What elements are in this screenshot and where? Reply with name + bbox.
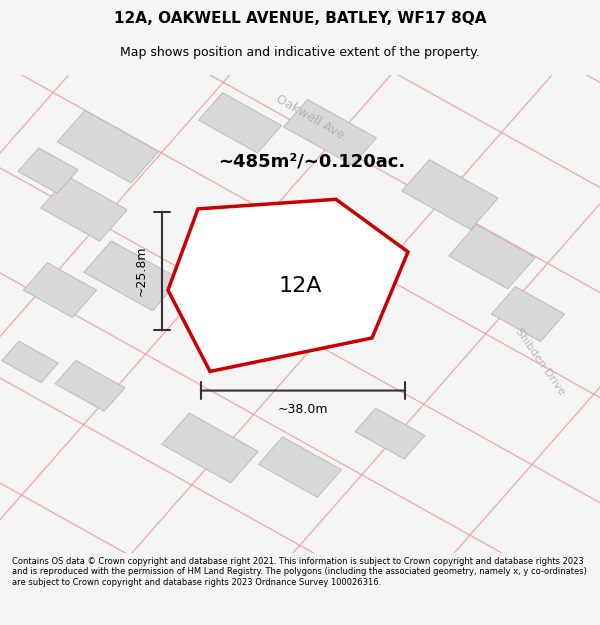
Polygon shape: [58, 111, 158, 183]
Polygon shape: [84, 241, 180, 311]
Polygon shape: [355, 408, 425, 459]
Text: ~485m²/~0.120ac.: ~485m²/~0.120ac.: [218, 152, 406, 170]
Polygon shape: [199, 92, 281, 153]
Polygon shape: [162, 413, 258, 482]
Polygon shape: [449, 224, 535, 289]
Polygon shape: [259, 437, 341, 498]
Polygon shape: [284, 99, 376, 165]
Polygon shape: [168, 199, 408, 371]
Polygon shape: [491, 287, 565, 341]
Text: 12A, OAKWELL AVENUE, BATLEY, WF17 8QA: 12A, OAKWELL AVENUE, BATLEY, WF17 8QA: [114, 11, 486, 26]
Text: Map shows position and indicative extent of the property.: Map shows position and indicative extent…: [120, 46, 480, 59]
Text: Contains OS data © Crown copyright and database right 2021. This information is : Contains OS data © Crown copyright and d…: [12, 557, 587, 586]
Polygon shape: [402, 159, 498, 229]
Polygon shape: [55, 361, 125, 411]
Polygon shape: [23, 262, 97, 318]
Text: ~25.8m: ~25.8m: [134, 246, 148, 296]
Text: Shibden Drive: Shibden Drive: [514, 327, 566, 397]
Polygon shape: [18, 148, 78, 193]
Text: Oakwell Ave.: Oakwell Ave.: [274, 92, 350, 144]
Polygon shape: [2, 341, 58, 382]
Polygon shape: [41, 177, 127, 241]
Text: ~38.0m: ~38.0m: [278, 403, 328, 416]
Text: 12A: 12A: [278, 276, 322, 296]
